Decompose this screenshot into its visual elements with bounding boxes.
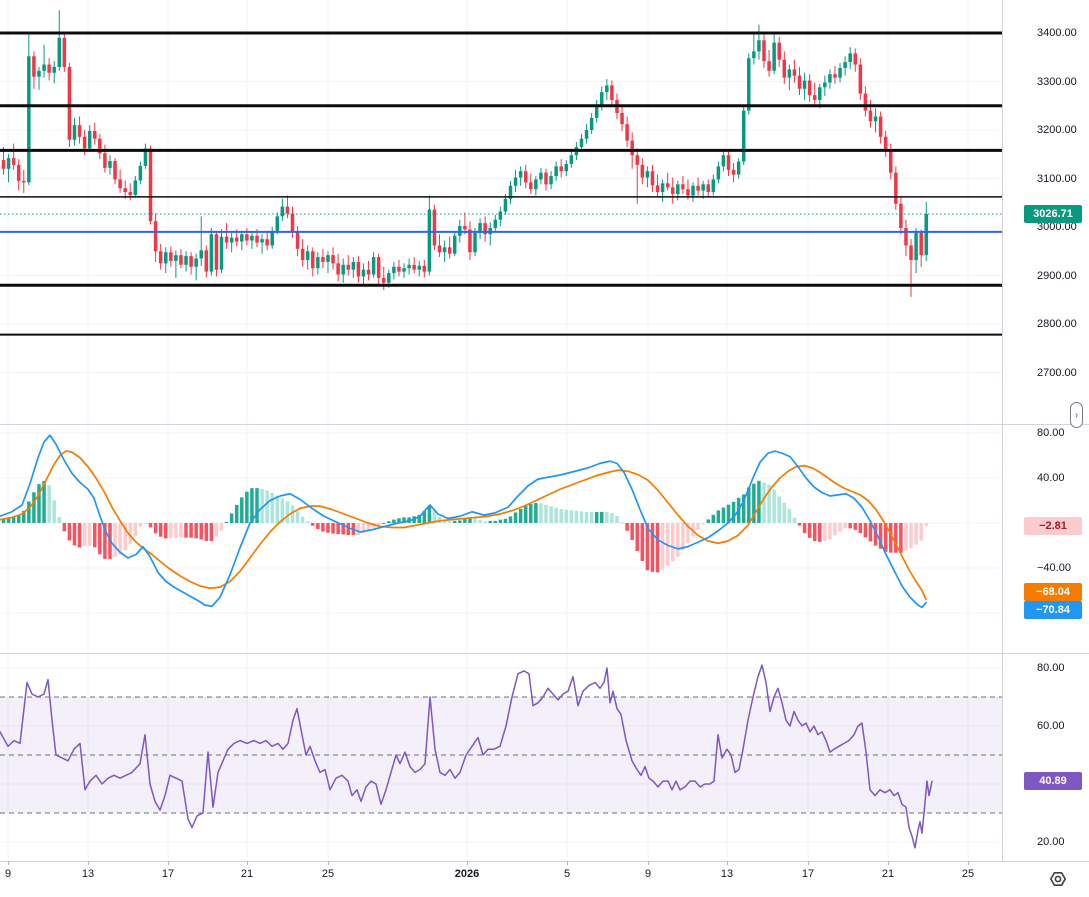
time-axis-tick (567, 861, 568, 865)
price-axis-label: 3100.00 (1037, 172, 1077, 185)
macd-line-badge: −70.84 (1024, 601, 1082, 619)
time-axis-label: 21 (240, 868, 254, 880)
price-axis-label: 3200.00 (1037, 124, 1077, 136)
macd-axis-label: −40.00 (1037, 562, 1071, 574)
time-axis-label: 5 (563, 868, 571, 880)
time-axis-tick (727, 861, 728, 865)
time-axis-border (0, 861, 1089, 862)
rsi-axis-label: 80.00 (1037, 662, 1065, 674)
price-axis-label: 2900.00 (1037, 269, 1077, 282)
time-axis-label: 17 (801, 868, 815, 880)
time-axis-label: 25 (321, 868, 335, 880)
time-axis-tick (808, 861, 809, 865)
time-axis-label: 17 (161, 868, 175, 880)
pane-separator[interactable] (0, 653, 1089, 654)
rsi-axis-label: 20.00 (1037, 836, 1065, 848)
price-axis-label: 2700.00 (1037, 366, 1077, 379)
price-axis-label: 2800.00 (1037, 318, 1077, 330)
pane-collapse-button[interactable]: › (1070, 402, 1083, 428)
time-axis-label: 2026 (454, 868, 480, 880)
macd-axis-label: 80.00 (1037, 427, 1065, 439)
macd-axis-label: 40.00 (1037, 472, 1065, 484)
last-price-badge: 3026.71 (1024, 205, 1082, 223)
rsi-badge: 40.89 (1024, 772, 1082, 790)
price-axis-label: 3000.00 (1037, 221, 1077, 233)
time-axis-label: 9 (4, 868, 12, 880)
time-axis-label: 25 (961, 868, 975, 880)
time-axis-tick (247, 861, 248, 865)
time-axis-label: 9 (644, 868, 652, 880)
pane-separator[interactable] (0, 424, 1089, 425)
price-axis-label: 3300.00 (1037, 75, 1077, 88)
time-axis-label: 13 (720, 868, 734, 880)
price-axis-label: 3400.00 (1037, 27, 1077, 39)
macd-histogram-badge: −2.81 (1024, 517, 1082, 535)
time-axis-tick (168, 861, 169, 865)
time-axis-tick (467, 861, 468, 865)
time-axis-label: 21 (881, 868, 895, 880)
time-axis-tick (88, 861, 89, 865)
settings-gear-icon[interactable] (1049, 870, 1067, 888)
time-axis-tick (968, 861, 969, 865)
time-axis-tick (888, 861, 889, 865)
macd-signal-badge: −68.04 (1024, 583, 1082, 601)
time-axis-tick (648, 861, 649, 865)
price-axis-border (1002, 0, 1003, 861)
rsi-axis-label: 60.00 (1037, 720, 1065, 732)
time-axis-label: 13 (81, 868, 95, 880)
time-axis-tick (8, 861, 9, 865)
time-axis-tick (328, 861, 329, 865)
